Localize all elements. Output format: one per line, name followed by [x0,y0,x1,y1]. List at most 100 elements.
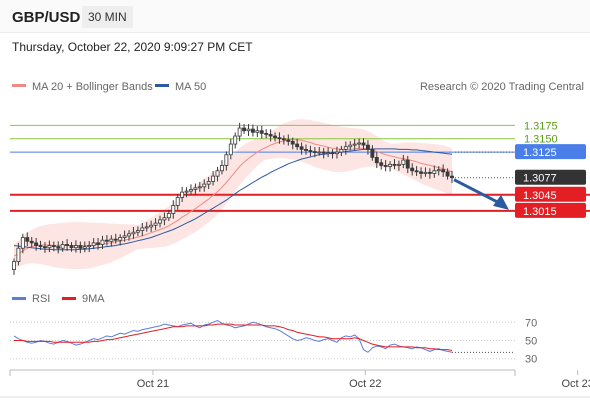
candle [388,161,393,172]
candle [118,234,123,246]
price-layer [10,119,515,275]
ma9-line [14,323,453,351]
candle [228,138,233,160]
rsi-legend-label: RSI [32,293,50,305]
candle [432,165,437,178]
forecast-arrow [453,178,509,210]
level-label: 1.3125 [523,147,557,159]
arrow-head [493,194,509,210]
candle [180,186,185,203]
candle [268,129,273,142]
candle [135,226,140,236]
candle [34,237,39,251]
candle [414,166,419,177]
candle [445,168,450,180]
candle [69,242,74,252]
candle [224,151,229,171]
x-tick-label: Oct 23 [561,378,590,390]
candle [12,258,16,275]
candle [65,239,70,251]
candle [78,241,83,254]
ma50-legend-swatch [155,84,169,87]
candle [308,145,313,157]
candle [29,237,34,248]
chart-datetime: Thursday, October 22, 2020 9:09:27 PM CE… [12,40,253,54]
level-label: 1.3077 [523,173,557,185]
candle [277,132,282,144]
candle [56,241,61,254]
candle [326,147,331,158]
rsi-line [13,319,453,353]
candle [25,232,30,247]
candle [321,148,326,159]
rsi-axis-ticks: 70 50 30 [525,317,537,365]
candle [370,145,375,161]
candle [197,181,202,192]
candle [219,160,224,175]
candle [215,166,220,182]
candle [242,123,247,135]
candle [122,230,127,242]
candle [250,124,255,137]
candle [339,145,344,157]
arrow-shaft [453,178,500,205]
candle [149,220,154,232]
candle [246,124,251,137]
candle [361,138,366,150]
level-label: 1.3045 [523,190,557,202]
candle [20,233,25,254]
candle [175,194,180,210]
candle [96,238,101,250]
candle [410,163,415,176]
ma20-line [13,139,453,257]
candle [405,155,410,174]
candle [113,233,118,244]
candle [343,141,348,155]
candle [91,238,96,250]
rsi-tick-label: 30 [525,354,537,366]
level-badge [515,202,586,218]
candle [304,144,308,155]
level-label: 1.3015 [523,206,557,218]
candle [51,241,56,252]
level-label: 1.3150 [524,134,558,146]
candle [392,159,397,170]
candle [281,135,286,145]
candle [82,241,87,253]
candle [131,226,136,239]
candle [312,147,317,158]
timeframe-badge[interactable]: 30 MIN [82,6,133,28]
ma50-line [13,148,453,251]
candle [140,222,145,236]
candle [202,179,207,192]
candle [189,184,193,195]
x-tick-label: Oct 22 [349,378,381,390]
ma9-legend-label: 9MA [82,293,105,305]
candle [73,240,78,253]
candle [60,240,65,252]
candle [104,235,109,246]
candle [379,158,384,170]
candle [211,171,216,186]
candle [109,235,114,247]
x-tick-label: Oct 21 [137,378,169,390]
candle [290,137,295,150]
candle [401,154,406,169]
candle [264,129,269,139]
candle [100,235,105,250]
candle [259,125,264,139]
candle [153,218,158,231]
ma20-legend-label: MA 20 + Bollinger Bands [32,81,153,93]
rsi-grid [10,321,515,360]
candle [436,166,441,176]
candle [273,132,277,142]
candle [299,142,304,155]
candle [158,215,162,228]
candle [166,209,171,222]
rsi-panel: 70 50 30 [10,317,537,366]
level-badge [515,169,586,185]
ma20-legend-swatch [12,84,26,87]
ma50-legend-label: MA 50 [175,81,206,93]
copyright-text: Research © 2020 Trading Central [420,81,584,93]
